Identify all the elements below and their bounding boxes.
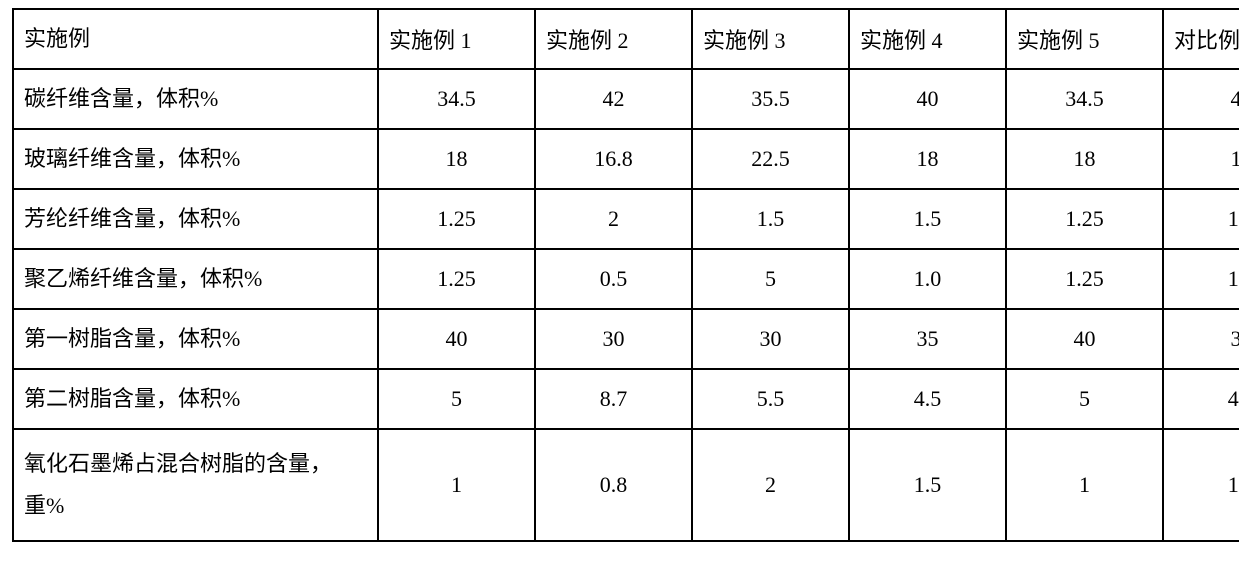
- cell: 4.5: [849, 369, 1006, 429]
- col-header-label: 实施例: [13, 9, 378, 69]
- cell: 2: [692, 429, 849, 541]
- table-row: 第一树脂含量，体积% 40 30 30 35 40 35: [13, 309, 1239, 369]
- row-label: 第二树脂含量，体积%: [13, 369, 378, 429]
- row-label: 玻璃纤维含量，体积%: [13, 129, 378, 189]
- cell: 22.5: [692, 129, 849, 189]
- cell: 1.25: [1006, 249, 1163, 309]
- table-row: 玻璃纤维含量，体积% 18 16.8 22.5 18 18 18: [13, 129, 1239, 189]
- cell: 1: [1006, 429, 1163, 541]
- cell: 1.25: [378, 249, 535, 309]
- cell: 18: [849, 129, 1006, 189]
- cell: 30: [692, 309, 849, 369]
- cell: 1.25: [378, 189, 535, 249]
- cell: 0.5: [535, 249, 692, 309]
- cell: 1.5: [849, 429, 1006, 541]
- cell: 42: [535, 69, 692, 129]
- cell: 16.8: [535, 129, 692, 189]
- col-header-comp1: 对比例 1: [1163, 9, 1239, 69]
- row-label: 氧化石墨烯占混合树脂的含量，重%: [13, 429, 378, 541]
- col-header-ex3: 实施例 3: [692, 9, 849, 69]
- cell: 4.5: [1163, 369, 1239, 429]
- cell: 5.5: [692, 369, 849, 429]
- row-label: 芳纶纤维含量，体积%: [13, 189, 378, 249]
- cell: 5: [692, 249, 849, 309]
- cell: 18: [1163, 129, 1239, 189]
- cell: 40: [1006, 309, 1163, 369]
- col-header-ex5: 实施例 5: [1006, 9, 1163, 69]
- col-header-ex1: 实施例 1: [378, 9, 535, 69]
- cell: 1.25: [1006, 189, 1163, 249]
- cell: 1.5: [1163, 189, 1239, 249]
- row-label: 第一树脂含量，体积%: [13, 309, 378, 369]
- cell: 40: [378, 309, 535, 369]
- cell: 34.5: [378, 69, 535, 129]
- cell: 5: [1006, 369, 1163, 429]
- cell: 34.5: [1006, 69, 1163, 129]
- cell: 1: [378, 429, 535, 541]
- cell: 1.5: [692, 189, 849, 249]
- cell: 1.0: [1163, 249, 1239, 309]
- cell: 35.5: [692, 69, 849, 129]
- table-row: 碳纤维含量，体积% 34.5 42 35.5 40 34.5 40: [13, 69, 1239, 129]
- cell: 0.8: [535, 429, 692, 541]
- cell: 8.7: [535, 369, 692, 429]
- row-label: 碳纤维含量，体积%: [13, 69, 378, 129]
- cell: 5: [378, 369, 535, 429]
- cell: 1.5: [1163, 429, 1239, 541]
- composition-table: 实施例 实施例 1 实施例 2 实施例 3 实施例 4 实施例 5 对比例 1 …: [12, 8, 1239, 542]
- col-header-ex2: 实施例 2: [535, 9, 692, 69]
- col-header-ex4: 实施例 4: [849, 9, 1006, 69]
- cell: 40: [1163, 69, 1239, 129]
- cell: 35: [849, 309, 1006, 369]
- table-row: 氧化石墨烯占混合树脂的含量，重% 1 0.8 2 1.5 1 1.5: [13, 429, 1239, 541]
- table-row: 第二树脂含量，体积% 5 8.7 5.5 4.5 5 4.5: [13, 369, 1239, 429]
- table-row: 聚乙烯纤维含量，体积% 1.25 0.5 5 1.0 1.25 1.0: [13, 249, 1239, 309]
- cell: 18: [378, 129, 535, 189]
- cell: 35: [1163, 309, 1239, 369]
- cell: 30: [535, 309, 692, 369]
- row-label: 聚乙烯纤维含量，体积%: [13, 249, 378, 309]
- cell: 1.0: [849, 249, 1006, 309]
- table-row: 芳纶纤维含量，体积% 1.25 2 1.5 1.5 1.25 1.5: [13, 189, 1239, 249]
- cell: 1.5: [849, 189, 1006, 249]
- cell: 2: [535, 189, 692, 249]
- cell: 18: [1006, 129, 1163, 189]
- table-header-row: 实施例 实施例 1 实施例 2 实施例 3 实施例 4 实施例 5 对比例 1: [13, 9, 1239, 69]
- cell: 40: [849, 69, 1006, 129]
